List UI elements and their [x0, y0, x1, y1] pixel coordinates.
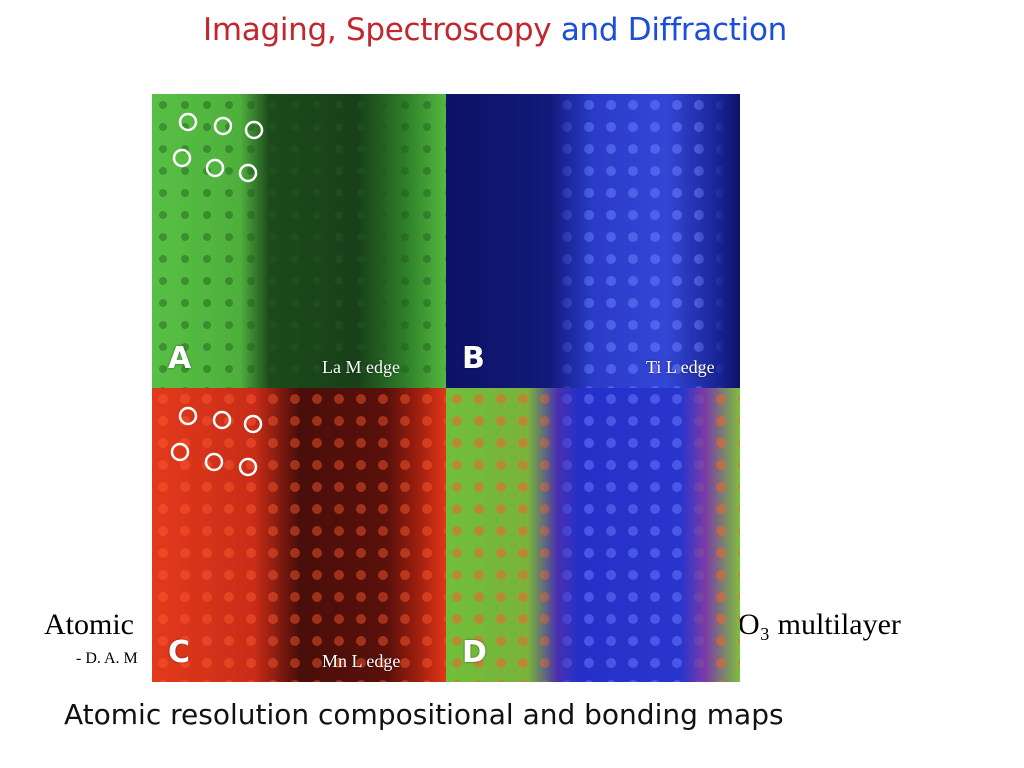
atom-circle-markers — [170, 406, 263, 477]
panel-c-image — [152, 388, 446, 682]
edge-label-mn: Mn L edge — [322, 651, 401, 671]
panel-d-composite-map: D — [446, 388, 740, 682]
slide-title: Imaging, Spectroscopy and Diffraction — [0, 12, 990, 48]
title-spectroscopy: Spectroscopy — [346, 12, 552, 48]
panel-b-ti-map: B Ti L edge — [446, 94, 740, 388]
author-credit: - D. A. M — [76, 650, 138, 667]
panel-c-mn-map: C Mn L edge — [152, 388, 446, 682]
panel-letter-b: B — [462, 341, 485, 376]
panel-letter-d: D — [462, 635, 487, 670]
title-diffraction: and Diffraction — [560, 12, 787, 48]
panel-letter-a: A — [168, 341, 192, 376]
panel-a-image — [152, 94, 446, 388]
panel-b-image — [446, 94, 740, 388]
edge-label-ti: Ti L edge — [646, 357, 715, 377]
atom-circle-markers — [172, 112, 264, 183]
panel-letter-c: C — [168, 635, 191, 670]
edge-label-la: La M edge — [322, 357, 400, 377]
bottom-caption: Atomic resolution compositional and bond… — [64, 698, 784, 731]
panel-d-image — [446, 388, 740, 682]
caption-left: Atomic — [44, 608, 134, 641]
title-imaging: Imaging, — [203, 12, 337, 48]
caption-right: O₃ multilayer — [738, 608, 901, 641]
panel-a-la-map: A La M edge — [152, 94, 446, 388]
